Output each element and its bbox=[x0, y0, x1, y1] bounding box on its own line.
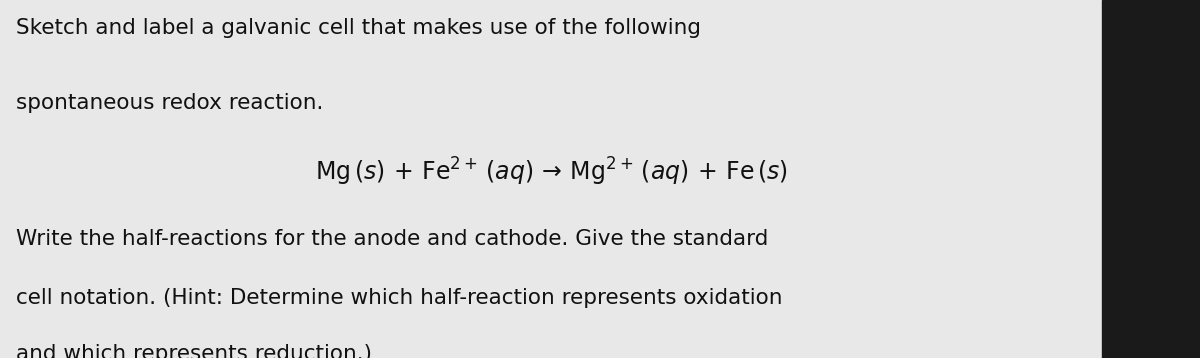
Text: and which represents reduction.): and which represents reduction.) bbox=[16, 344, 372, 358]
Text: Sketch and label a galvanic cell that makes use of the following: Sketch and label a galvanic cell that ma… bbox=[16, 18, 701, 38]
Text: spontaneous redox reaction.: spontaneous redox reaction. bbox=[16, 93, 323, 113]
Text: Write the half-reactions for the anode and cathode. Give the standard: Write the half-reactions for the anode a… bbox=[16, 229, 768, 249]
Text: cell notation. (Hint: Determine which half-reaction represents oxidation: cell notation. (Hint: Determine which ha… bbox=[16, 288, 782, 308]
Text: $\mathregular{Mg\,(}s\mathregular{)\,+\,Fe^{2+}\,(}aq\mathregular{)\,\rightarrow: $\mathregular{Mg\,(}s\mathregular{)\,+\,… bbox=[316, 156, 788, 188]
